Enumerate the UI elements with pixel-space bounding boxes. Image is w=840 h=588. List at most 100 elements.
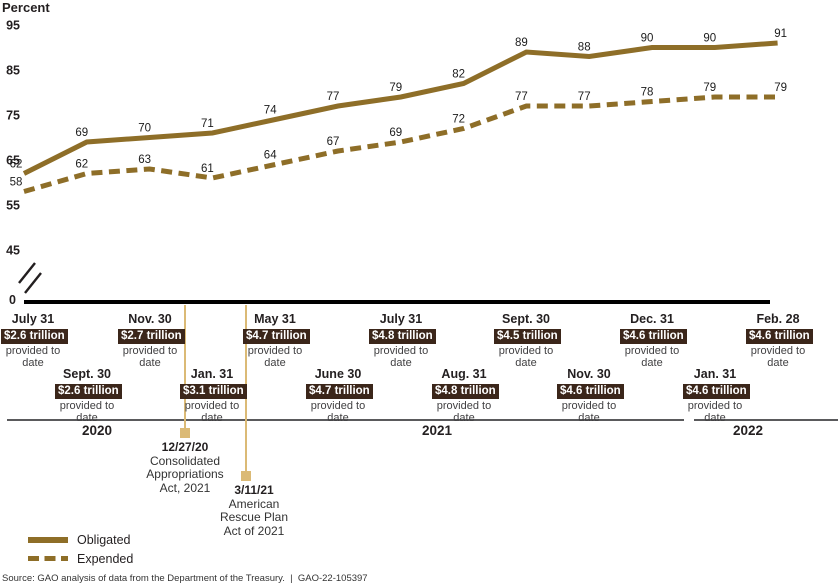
annotation-line-text: Rescue Plan xyxy=(219,510,289,524)
data-point-label: 72 xyxy=(452,114,465,126)
amount-badge: $4.6 trillion xyxy=(746,329,813,344)
timeline-date: Sept. 30 xyxy=(63,367,111,381)
timeline-date: July 31 xyxy=(379,312,423,326)
provided-to-date-label: provided to date xyxy=(59,400,115,424)
timeline-date: June 30 xyxy=(314,367,362,381)
amount-badge: $2.7 trillion xyxy=(118,329,185,344)
obligated-line-swatch xyxy=(28,536,68,543)
timeline-date: Dec. 31 xyxy=(630,312,674,326)
data-point-label: 69 xyxy=(389,127,402,139)
expended-line-swatch xyxy=(28,556,68,561)
data-point-label: 74 xyxy=(264,105,277,117)
annotation-date: 12/27/20 xyxy=(161,440,209,454)
timeline-date: Feb. 28 xyxy=(756,312,800,326)
year-label-2020: 2020 xyxy=(81,423,113,438)
data-point-label: 61 xyxy=(201,163,214,175)
data-point-label: 63 xyxy=(138,154,151,166)
year-label-2022: 2022 xyxy=(732,423,764,438)
y-tick-label: 85 xyxy=(6,64,20,78)
annotation-line-text: Consolidated xyxy=(149,453,221,468)
provided-to-date-label: provided to date xyxy=(373,345,429,369)
legend-label-expended: Expended xyxy=(77,551,134,566)
year-axis-rule xyxy=(694,419,838,421)
data-point-label: 90 xyxy=(703,33,716,45)
data-point-label: 67 xyxy=(327,136,340,148)
timeline-date: May 31 xyxy=(254,312,296,326)
annotation-line-text: Appropriations xyxy=(146,467,224,481)
amount-badge: $4.7 trillion xyxy=(243,329,310,344)
timeline-entry: Dec. 31 $4.6 trillion provided to date xyxy=(620,312,687,369)
timeline-entry: July 31 $4.8 trillion provided to date xyxy=(369,312,436,369)
data-point-label: 58 xyxy=(10,177,23,189)
data-point-label: 79 xyxy=(389,82,402,94)
y-tick-label: 65 xyxy=(6,154,20,168)
timeline-entry: Nov. 30 $2.7 trillion provided to date xyxy=(118,312,185,369)
data-point-label: 79 xyxy=(774,82,787,94)
axis-break-slash xyxy=(24,272,42,294)
annotation-text: 12/27/20 Consolidated Appropriations Act, 2… xyxy=(123,440,247,495)
timeline-date: Jan. 31 xyxy=(693,367,737,381)
amount-badge: $4.5 trillion xyxy=(494,329,561,344)
timeline-entry: Jan. 31 $3.1 trillion provided to date xyxy=(180,367,247,424)
timeline-date: Nov. 30 xyxy=(128,312,172,326)
annotation-square-marker xyxy=(180,428,190,438)
data-point-label: 90 xyxy=(641,33,654,45)
timeline-entry: July 31 $2.6 trillion provided to date xyxy=(1,312,68,369)
timeline-date: July 31 xyxy=(11,312,55,326)
annotation-line-text: Act of 2021 xyxy=(223,523,285,538)
provided-to-date-label: provided to date xyxy=(687,400,743,424)
y-tick-label: 45 xyxy=(6,244,20,258)
data-point-label: 78 xyxy=(641,87,654,99)
y-tick-label: 55 xyxy=(6,199,20,213)
data-point-label: 62 xyxy=(10,159,23,171)
timeline-entry: Aug. 31 $4.8 trillion provided to date xyxy=(432,367,499,424)
y-axis-title: Percent xyxy=(2,0,50,15)
data-point-label: 82 xyxy=(452,69,465,81)
y-tick-label: 95 xyxy=(6,19,20,33)
timeline-entry: May 31 $4.7 trillion provided to date xyxy=(243,312,310,369)
annotation-date: 3/11/21 xyxy=(234,483,274,497)
data-point-label: 89 xyxy=(515,37,528,49)
provided-to-date-label: provided to date xyxy=(561,400,617,424)
timeline-date: Sept. 30 xyxy=(502,312,550,326)
amount-badge: $2.6 trillion xyxy=(1,329,68,344)
amount-badge: $2.6 trillion xyxy=(55,384,122,399)
year-label-2021: 2021 xyxy=(421,423,453,438)
timeline-date: Aug. 31 xyxy=(441,367,487,381)
timeline-entry: Jan. 31 $4.6 trillion provided to date xyxy=(683,367,750,424)
provided-to-date-label: provided to date xyxy=(5,345,61,369)
timeline-date: Jan. 31 xyxy=(190,367,234,381)
axis-break-slash xyxy=(18,262,36,284)
timeline-entry: Sept. 30 $4.5 trillion provided to date xyxy=(494,312,561,369)
timeline-date: Nov. 30 xyxy=(567,367,611,381)
series-line-expended xyxy=(23,94,778,194)
annotation-drop-line xyxy=(184,305,186,428)
data-point-label: 71 xyxy=(201,118,214,130)
provided-to-date-label: provided to date xyxy=(436,400,492,424)
legend: Obligated Expended xyxy=(28,530,133,568)
provided-to-date-label: provided to date xyxy=(122,345,178,369)
annotation-text: 3/11/21 American Rescue Plan Act of 2021 xyxy=(192,483,316,538)
legend-label-obligated: Obligated xyxy=(77,532,131,547)
x-axis-baseline xyxy=(24,300,770,304)
data-point-label: 64 xyxy=(264,150,277,162)
line-chart: 95 85 75 65 55 45 0 62 69 70 71 74 77 79 82 89 88 90 90 91 5… xyxy=(6,19,787,308)
provided-to-date-label: provided to date xyxy=(247,345,303,369)
data-point-label: 77 xyxy=(578,91,591,103)
timeline-entry: Nov. 30 $4.6 trillion provided to date xyxy=(557,367,624,424)
amount-badge: $4.7 trillion xyxy=(306,384,373,399)
provided-to-date-label: provided to date xyxy=(498,345,554,369)
amount-badge: $4.6 trillion xyxy=(620,329,687,344)
legend-item-expended: Expended xyxy=(28,549,133,568)
data-point-label: 77 xyxy=(515,91,528,103)
annotation-line-text: American xyxy=(228,496,280,511)
data-point-label: 69 xyxy=(75,127,88,139)
provided-to-date-label: provided to date xyxy=(310,400,366,424)
amount-badge: $4.6 trillion xyxy=(683,384,750,399)
provided-to-date-label: provided to date xyxy=(750,345,806,369)
legend-item-obligated: Obligated xyxy=(28,530,133,549)
data-point-label: 62 xyxy=(75,159,88,171)
data-point-label: 91 xyxy=(774,28,787,40)
data-point-label: 79 xyxy=(703,82,716,94)
